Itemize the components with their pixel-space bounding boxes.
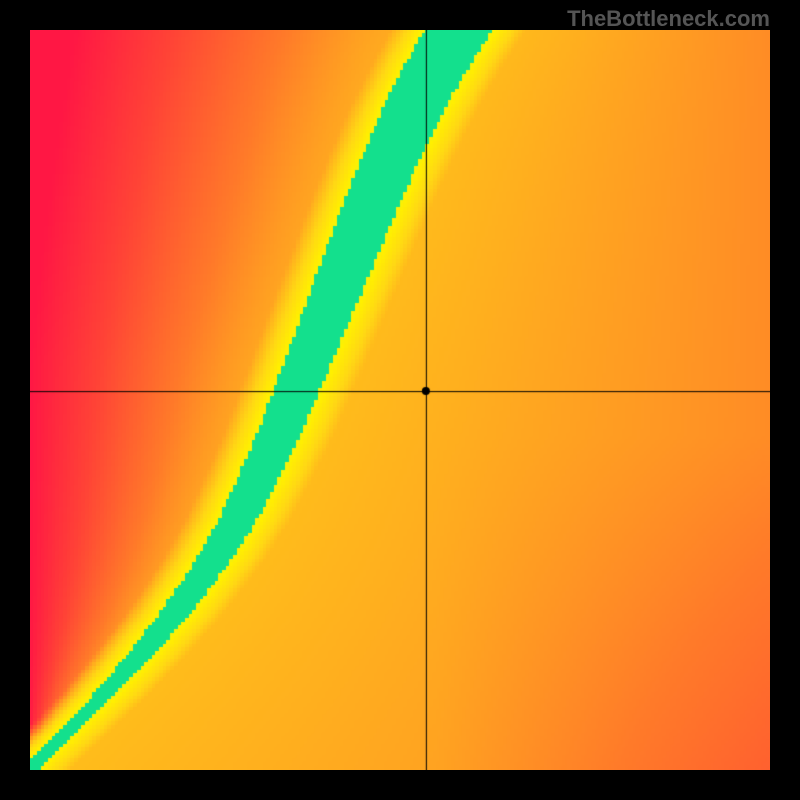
bottleneck-heatmap [30, 30, 770, 770]
watermark-text: TheBottleneck.com [567, 6, 770, 32]
figure-container: TheBottleneck.com [0, 0, 800, 800]
